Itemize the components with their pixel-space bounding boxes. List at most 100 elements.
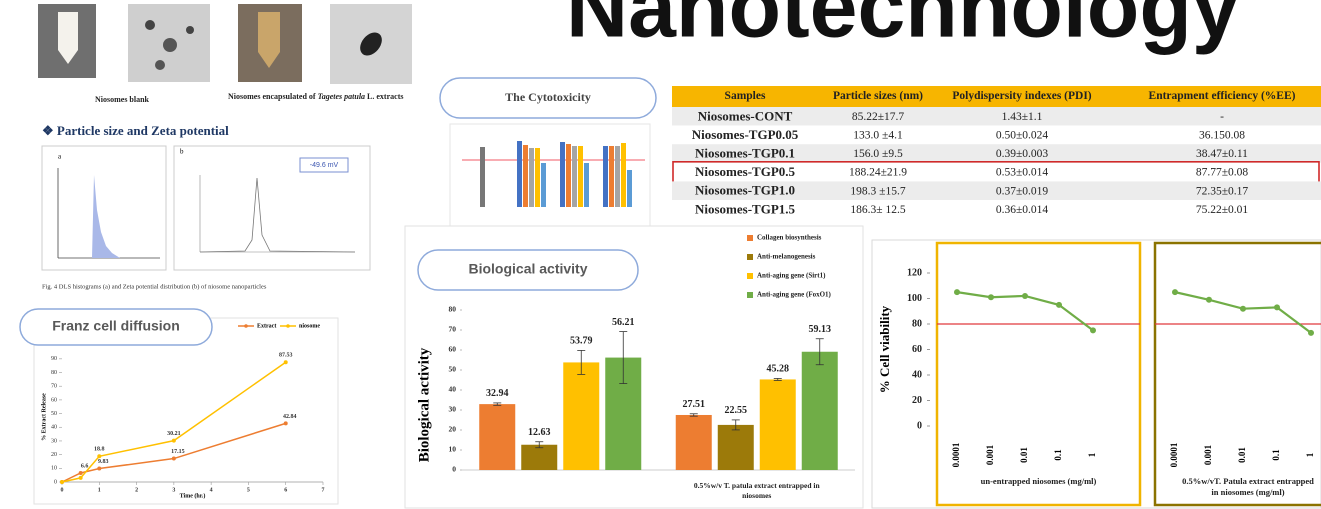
table-cell: 0.36±0.014 [996, 204, 1049, 216]
y-tick-label: 70 [51, 384, 57, 390]
table-cell: 72.35±0.17 [1196, 185, 1249, 197]
pill-text: Biological activity [468, 261, 587, 277]
table-header: Polydispersity indexes (PDI) [952, 90, 1091, 102]
legend-marker [286, 324, 290, 328]
point [1172, 289, 1178, 295]
table-header: Particle sizes (nm) [833, 90, 923, 102]
point [954, 289, 960, 295]
x-tick-label: 0.01 [1019, 447, 1029, 463]
thumb-bar [572, 146, 577, 207]
y-tick-label: 50 [449, 365, 457, 374]
value-label: 53.79 [570, 336, 593, 347]
thumb-bar [584, 163, 589, 207]
x-tick-label: 7 [322, 487, 325, 493]
thumb-bar [566, 144, 571, 207]
y-tick-label: 20 [449, 425, 457, 434]
y-tick-label: 0 [452, 465, 456, 474]
point [1240, 306, 1246, 312]
value-label: 22.55 [725, 405, 748, 416]
value-label: 56.21 [612, 317, 635, 328]
photo-caption: Niosomes encapsulated of Tagetes patula … [228, 92, 403, 101]
y-tick-label: 30 [51, 438, 57, 444]
x-tick-label: 6 [284, 487, 287, 493]
panel-label: un-entrapped niosomes (mg/ml) [981, 476, 1097, 486]
panel-letter: b [180, 148, 184, 156]
x-tick-label: 0.0001 [951, 442, 961, 467]
legend-swatch [747, 254, 753, 260]
legend-marker [244, 324, 248, 328]
point [284, 421, 288, 425]
thumb-bar [535, 148, 540, 207]
table-row-label: Niosomes-TGP0.5 [695, 164, 796, 179]
zeta-label: -49.6 mV [310, 162, 339, 169]
y-tick-label: 20 [912, 395, 922, 406]
value-label: 12.63 [528, 427, 551, 438]
legend-label: Anti-melanogenesis [757, 253, 816, 261]
x-tick-label: 1 [98, 487, 101, 493]
point [79, 471, 83, 475]
y-tick-label: 0 [54, 479, 57, 485]
pill-text: The Cytotoxicity [505, 90, 591, 104]
value-label: 32.94 [486, 388, 509, 399]
y-tick-label: 40 [912, 369, 922, 380]
table-cell: 0.50±0.024 [996, 130, 1049, 142]
poster-title: Nanotechnology [566, 0, 1240, 56]
y-tick-label: 120 [907, 267, 922, 278]
x-tick-label: 1 [1087, 452, 1097, 457]
pill-text: Franz cell diffusion [52, 318, 180, 334]
point [1274, 304, 1280, 310]
legend-label: Anti-aging gene (Sirt1) [757, 272, 826, 280]
point [1056, 302, 1062, 308]
bar [479, 404, 515, 470]
x-tick-label: 3 [172, 487, 175, 493]
table-row-label: Niosomes-TGP0.05 [692, 127, 799, 142]
thumb-bar [609, 146, 614, 207]
y-tick-label: 60 [912, 344, 922, 355]
table-cell: 156.0 ±9.5 [853, 148, 903, 160]
y-tick-label: 20 [51, 452, 57, 458]
legend-label: Anti-aging gene (FoxO1) [757, 291, 832, 299]
caption-part: Niosomes encapsulated of [228, 92, 318, 101]
table-cell: 87.77±0.08 [1196, 167, 1249, 179]
x-tick-label: 2 [135, 487, 138, 493]
x-tick-label: 0.001 [1203, 444, 1213, 465]
point [1090, 327, 1096, 333]
y-tick-label: 30 [449, 405, 457, 414]
value-label: 45.28 [767, 364, 790, 375]
table-header: Entrapment efficiency (%EE) [1149, 90, 1296, 102]
value-label: 17.15 [171, 449, 185, 455]
value-label: 27.51 [683, 399, 706, 410]
label-line: in niosomes (mg/ml) [1211, 487, 1284, 497]
legend-swatch [747, 235, 753, 241]
legend-label: Extract [257, 323, 276, 329]
value-label: 9.83 [98, 459, 109, 465]
thumb-bar [621, 143, 626, 207]
y-tick-label: 80 [912, 318, 922, 329]
value-label: 18.8 [94, 447, 105, 453]
x-tick-label: 0.001 [985, 444, 995, 465]
y-tick-label: 50 [51, 411, 57, 417]
x-tick-label: 0.01 [1237, 447, 1247, 463]
photo-row [38, 4, 412, 84]
point [79, 476, 83, 480]
chart-frame [872, 240, 1321, 508]
value-label: 87.53 [279, 353, 293, 359]
point [1308, 330, 1314, 336]
chart-frame [34, 318, 338, 504]
table-cell: 36.150.08 [1199, 130, 1245, 142]
y-tick-label: 100 [907, 293, 922, 304]
table-row-label: Niosomes-CONT [698, 108, 793, 123]
bar [718, 425, 754, 470]
point [284, 360, 288, 364]
table-cell: 38.47±0.11 [1196, 148, 1248, 160]
point [97, 454, 101, 458]
value-label: 30.21 [167, 431, 181, 437]
table-cell: 0.39±0.003 [996, 148, 1049, 160]
x-tick-label: 5 [247, 487, 250, 493]
y-tick-label: 80 [51, 370, 57, 376]
legend-label: Collagen biosynthesis [757, 234, 822, 242]
legend-label: niosome [299, 323, 320, 329]
caption-part: Tagetes patula [318, 92, 365, 101]
point [60, 480, 64, 484]
y-tick-label: 10 [449, 445, 457, 454]
